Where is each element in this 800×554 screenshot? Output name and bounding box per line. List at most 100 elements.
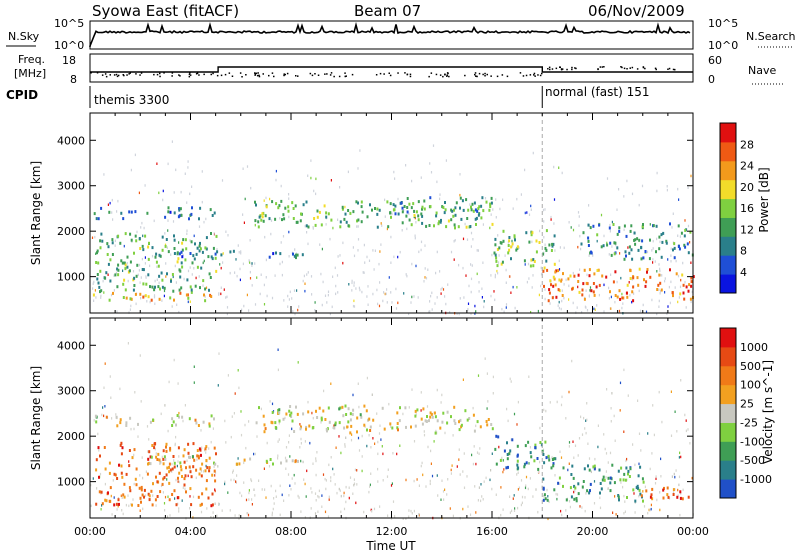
echo-cell	[542, 453, 545, 456]
echo-cell	[446, 421, 449, 425]
echo-cell	[511, 438, 514, 442]
echo-cell	[474, 208, 477, 212]
echo-cell	[167, 206, 170, 210]
colorbar-segment	[720, 123, 736, 143]
echo-cell	[600, 487, 603, 491]
echo-cell	[195, 252, 198, 256]
echo-cell	[669, 222, 671, 226]
noise-right-label: N.Search	[746, 30, 796, 43]
echo-cell	[349, 418, 352, 422]
echo-cell	[120, 494, 122, 497]
echo-cell	[238, 462, 241, 466]
echo-cell	[490, 469, 492, 472]
echo-cell	[137, 422, 139, 426]
echo-cell	[143, 294, 145, 298]
echo-cell	[161, 455, 163, 459]
echo-cell	[685, 285, 688, 289]
echo-cell	[189, 239, 191, 242]
echo-cell	[660, 288, 663, 292]
echo-cell	[482, 498, 484, 501]
echo-cell	[264, 488, 266, 491]
echo-cell	[490, 274, 492, 277]
echo-cell	[478, 452, 480, 455]
echo-cell	[532, 258, 535, 262]
echo-cell	[655, 224, 658, 228]
echo-cell	[147, 450, 149, 453]
echo-cell	[382, 452, 384, 456]
echo-cell	[379, 424, 381, 427]
echo-cell	[171, 467, 174, 471]
echo-cell	[160, 412, 162, 416]
echo-cell	[305, 495, 307, 498]
nave-dot	[442, 75, 444, 78]
echo-cell	[248, 489, 250, 492]
echo-cell	[153, 294, 156, 297]
echo-cell	[125, 503, 127, 507]
echo-cell	[205, 451, 207, 454]
echo-cell	[248, 259, 250, 262]
echo-cell	[234, 392, 236, 395]
echo-cell	[617, 495, 620, 499]
echo-cell	[429, 162, 431, 165]
echo-cell	[508, 452, 511, 456]
echo-cell	[525, 231, 528, 235]
echo-cell	[524, 486, 527, 490]
echo-cell	[181, 415, 184, 419]
echo-cell	[206, 466, 209, 470]
echo-cell	[395, 287, 397, 291]
echo-cell	[679, 451, 681, 455]
echo-cell	[214, 462, 217, 466]
echo-cell	[569, 274, 572, 278]
echo-cell	[684, 245, 687, 249]
echo-cell	[662, 488, 665, 492]
colorbar-segment	[720, 236, 736, 256]
echo-cell	[676, 495, 679, 499]
echo-cell	[176, 414, 179, 417]
echo-cell	[106, 242, 109, 246]
nave-dot	[674, 68, 676, 71]
echo-cell	[177, 476, 179, 480]
echo-cell	[403, 205, 406, 208]
echo-cell	[310, 275, 313, 278]
echo-cell	[96, 249, 99, 253]
echo-cell	[578, 215, 580, 218]
echo-cell	[117, 268, 120, 272]
echo-cell	[459, 297, 461, 300]
echo-cell	[175, 423, 177, 427]
echo-cell	[514, 507, 516, 510]
echo-cell	[372, 418, 375, 422]
echo-cell	[682, 283, 685, 287]
echo-cell	[659, 240, 661, 244]
echo-cell	[115, 415, 118, 419]
echo-cell	[668, 285, 670, 289]
nave-dot	[566, 68, 568, 71]
echo-cell	[168, 465, 170, 469]
echo-cell	[609, 223, 611, 227]
echo-cell	[379, 505, 381, 508]
echo-cell	[495, 434, 498, 438]
echo-cell	[256, 276, 258, 279]
echo-cell	[606, 388, 608, 391]
echo-cell	[160, 271, 163, 275]
echo-cell	[258, 406, 260, 410]
nave-dot	[519, 72, 522, 74]
nave-dot	[123, 74, 125, 77]
echo-cell	[187, 269, 190, 273]
echo-cell	[649, 238, 651, 242]
echo-cell	[628, 251, 631, 255]
echo-cell	[583, 297, 586, 301]
echo-cell	[397, 212, 400, 216]
echo-cell	[201, 462, 204, 466]
echo-cell	[282, 213, 285, 217]
echo-cell	[327, 515, 330, 518]
echo-cell	[374, 442, 376, 445]
echo-cell	[363, 423, 366, 427]
colorbar-tick-label: 28	[740, 138, 754, 151]
echo-cell	[374, 207, 376, 210]
echo-cell	[179, 269, 182, 273]
echo-cell	[543, 266, 546, 270]
echo-cell	[660, 289, 662, 293]
echo-cell	[431, 474, 434, 478]
echo-cell	[618, 498, 620, 502]
echo-cell	[338, 435, 340, 438]
